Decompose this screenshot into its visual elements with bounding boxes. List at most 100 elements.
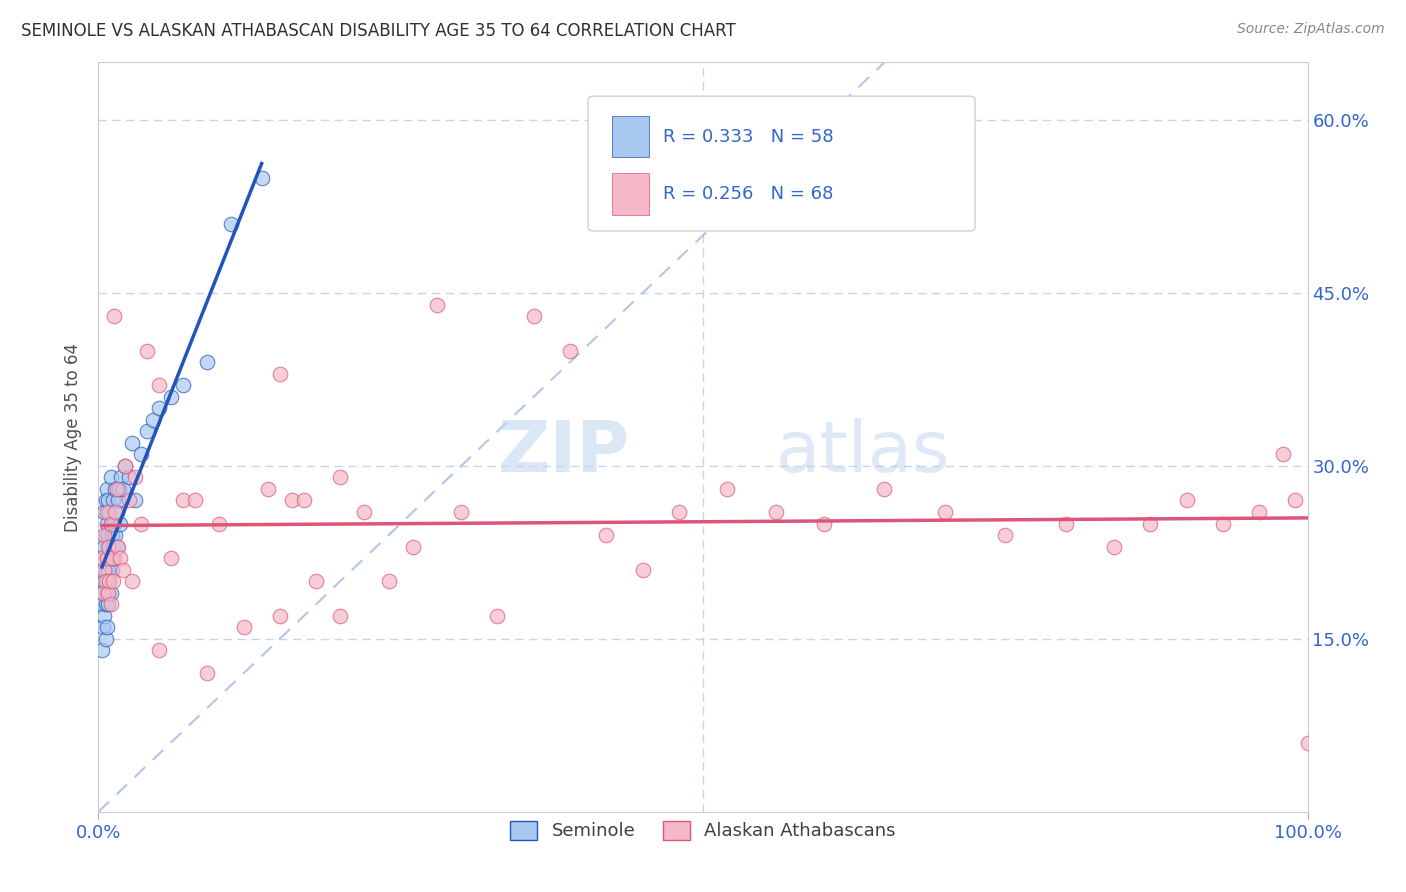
Point bbox=[668, 505, 690, 519]
Point bbox=[994, 528, 1017, 542]
Point bbox=[98, 574, 121, 589]
Point bbox=[96, 482, 118, 496]
Point bbox=[110, 470, 132, 484]
Point bbox=[1296, 735, 1319, 749]
Legend: Seminole, Alaskan Athabascans: Seminole, Alaskan Athabascans bbox=[503, 814, 903, 847]
Point bbox=[124, 493, 146, 508]
Point bbox=[1054, 516, 1077, 531]
Point bbox=[96, 585, 118, 599]
Point bbox=[426, 297, 449, 311]
Point bbox=[96, 505, 118, 519]
Point bbox=[91, 643, 114, 657]
Point bbox=[94, 597, 117, 611]
Point bbox=[148, 643, 170, 657]
Point bbox=[94, 528, 117, 542]
Point bbox=[208, 516, 231, 531]
Point bbox=[104, 482, 127, 496]
Point bbox=[118, 493, 141, 508]
Y-axis label: Disability Age 35 to 64: Disability Age 35 to 64 bbox=[65, 343, 83, 532]
Point bbox=[195, 355, 218, 369]
Point bbox=[269, 608, 291, 623]
Point bbox=[329, 608, 352, 623]
Point bbox=[98, 540, 121, 554]
Point bbox=[1102, 540, 1125, 554]
Point bbox=[93, 608, 115, 623]
Point bbox=[91, 551, 114, 566]
Point bbox=[103, 551, 125, 566]
Point bbox=[1212, 516, 1234, 531]
Text: SEMINOLE VS ALASKAN ATHABASCAN DISABILITY AGE 35 TO 64 CORRELATION CHART: SEMINOLE VS ALASKAN ATHABASCAN DISABILIT… bbox=[21, 22, 735, 40]
Point bbox=[108, 482, 131, 496]
Text: Source: ZipAtlas.com: Source: ZipAtlas.com bbox=[1237, 22, 1385, 37]
Point bbox=[873, 482, 896, 496]
Point bbox=[105, 482, 128, 496]
Point bbox=[94, 574, 117, 589]
FancyBboxPatch shape bbox=[613, 173, 648, 215]
Point bbox=[100, 597, 122, 611]
Point bbox=[558, 343, 581, 358]
FancyBboxPatch shape bbox=[613, 116, 648, 157]
Point bbox=[402, 540, 425, 554]
Point bbox=[101, 574, 124, 589]
Point bbox=[148, 378, 170, 392]
Point bbox=[91, 620, 114, 634]
Point bbox=[129, 516, 152, 531]
Point bbox=[1272, 447, 1295, 461]
Point bbox=[114, 458, 136, 473]
Text: R = 0.256   N = 68: R = 0.256 N = 68 bbox=[664, 185, 834, 203]
Text: ZIP: ZIP bbox=[498, 417, 630, 486]
Point bbox=[221, 217, 243, 231]
Point bbox=[1249, 505, 1271, 519]
Point bbox=[97, 528, 120, 542]
Point bbox=[450, 505, 472, 519]
Point bbox=[94, 493, 117, 508]
Point bbox=[160, 390, 183, 404]
Point bbox=[105, 540, 128, 554]
Point bbox=[97, 563, 120, 577]
Point bbox=[595, 528, 617, 542]
Point bbox=[100, 470, 122, 484]
Point bbox=[107, 493, 129, 508]
FancyBboxPatch shape bbox=[588, 96, 976, 231]
Point bbox=[329, 470, 352, 484]
Point bbox=[105, 505, 128, 519]
Point bbox=[121, 435, 143, 450]
Point bbox=[148, 401, 170, 416]
Point bbox=[100, 585, 122, 599]
Point bbox=[232, 620, 254, 634]
Point bbox=[93, 540, 115, 554]
Point bbox=[103, 516, 125, 531]
Point bbox=[256, 482, 278, 496]
Point bbox=[91, 551, 114, 566]
Point bbox=[100, 551, 122, 566]
Point bbox=[250, 170, 273, 185]
Point bbox=[121, 574, 143, 589]
Point bbox=[305, 574, 328, 589]
Point bbox=[172, 493, 194, 508]
Point bbox=[172, 378, 194, 392]
Point bbox=[142, 413, 165, 427]
Point bbox=[107, 540, 129, 554]
Point bbox=[184, 493, 207, 508]
Point bbox=[118, 470, 141, 484]
Text: atlas: atlas bbox=[776, 417, 950, 486]
Point bbox=[129, 447, 152, 461]
Point bbox=[111, 563, 134, 577]
Point bbox=[281, 493, 304, 508]
Point bbox=[96, 551, 118, 566]
Point bbox=[96, 620, 118, 634]
Point bbox=[93, 505, 115, 519]
Point bbox=[96, 551, 118, 566]
Point bbox=[97, 585, 120, 599]
Point bbox=[108, 551, 131, 566]
Point bbox=[93, 574, 115, 589]
Point bbox=[523, 309, 546, 323]
Point bbox=[114, 458, 136, 473]
Point bbox=[934, 505, 956, 519]
Point bbox=[160, 551, 183, 566]
Point bbox=[716, 482, 738, 496]
Point bbox=[1284, 493, 1306, 508]
Point bbox=[93, 563, 115, 577]
Point bbox=[765, 505, 787, 519]
Point bbox=[813, 516, 835, 531]
